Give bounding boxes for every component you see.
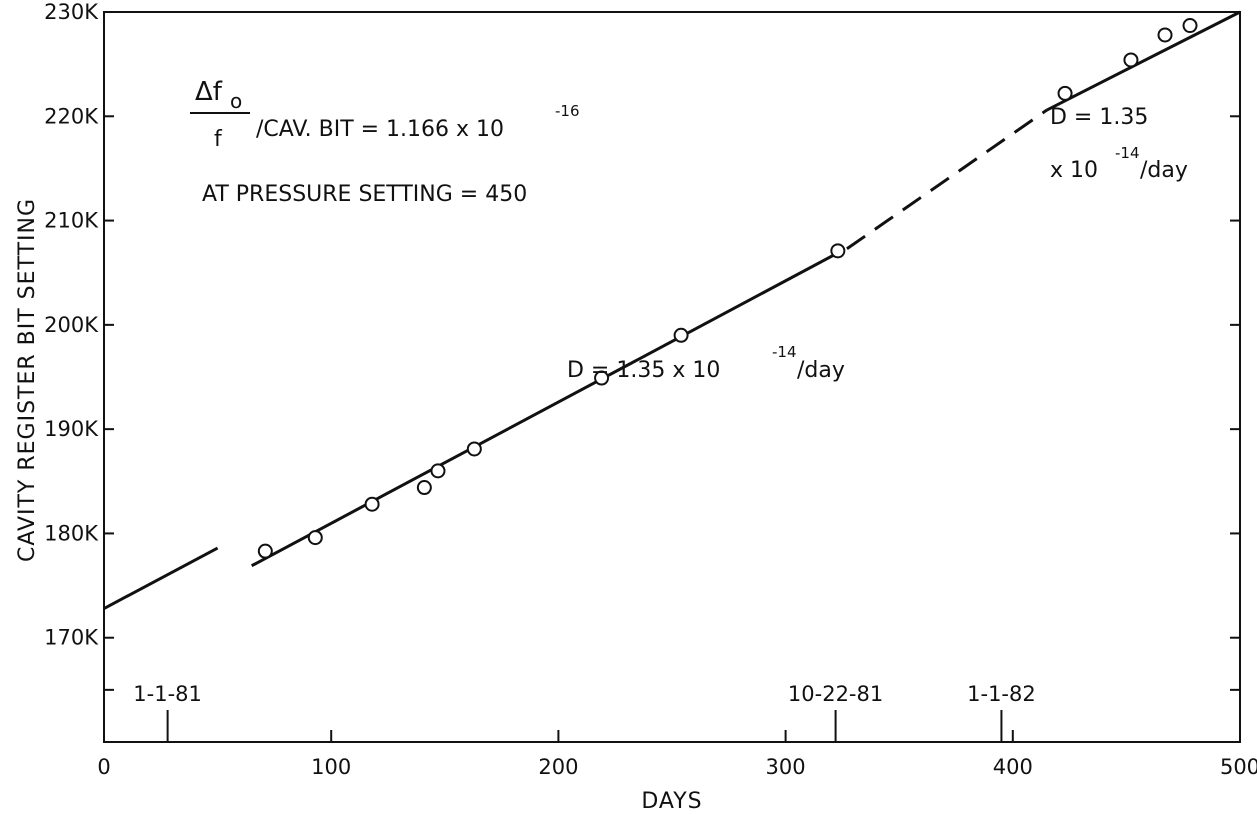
ticks-layer: 170K 180K 190K 200K 210K 220K 230K 0 100 200 300 40… xyxy=(44,0,1257,779)
formula-annotation: Δf o f /CAV. BIT = 1.166 x 10 -16 xyxy=(190,77,580,152)
axes-layer xyxy=(103,11,1241,743)
x-tick-label: 200 xyxy=(538,755,578,779)
plot-frame xyxy=(103,11,1241,743)
y-tick-label: 210K xyxy=(44,209,99,233)
data-point xyxy=(830,243,846,259)
x-tick-label: 400 xyxy=(993,755,1033,779)
date-marker-label: 1-1-82 xyxy=(967,682,1036,706)
drift-mid-unit: /day xyxy=(797,358,845,383)
y-tick-label: 190K xyxy=(44,417,99,441)
fit-line xyxy=(103,546,219,610)
x-tick-label: 300 xyxy=(766,755,806,779)
data-point xyxy=(1157,27,1173,43)
data-point xyxy=(364,496,380,512)
y-tick-label: 200K xyxy=(44,313,99,337)
x-tick-label: 0 xyxy=(97,755,110,779)
x-axis-title: DAYS xyxy=(641,789,702,814)
data-point xyxy=(257,543,273,559)
formula-denominator: f xyxy=(214,127,223,152)
date-marker-label: 1-1-81 xyxy=(133,682,202,706)
formula-text: /CAV. BIT = 1.166 x 10 xyxy=(256,117,504,142)
drift-right-exponent: -14 xyxy=(1115,144,1140,162)
formula-numerator: Δf xyxy=(195,77,223,107)
x-tick-label: 500 xyxy=(1220,755,1257,779)
fit-line-dashed xyxy=(846,108,1048,250)
formula-numerator-subscript: o xyxy=(230,89,242,113)
pressure-annotation: AT PRESSURE SETTING = 450 xyxy=(202,182,527,207)
x-tick-label: 100 xyxy=(311,755,351,779)
data-point xyxy=(1057,85,1073,101)
drift-mid-exponent: -14 xyxy=(772,343,797,361)
drift-right-unit: /day xyxy=(1140,158,1188,183)
data-point xyxy=(673,327,689,343)
fit-line xyxy=(250,251,839,568)
date-marker-label: 10-22-81 xyxy=(788,682,883,706)
y-tick-label: 170K xyxy=(44,626,99,650)
y-axis-title: CAVITY REGISTER BIT SETTING xyxy=(15,198,40,562)
drift-mid-text: D = 1.35 x 10 xyxy=(567,358,720,383)
formula-exponent: -16 xyxy=(555,102,580,120)
data-point xyxy=(416,480,432,496)
points-layer xyxy=(257,18,1198,559)
data-point xyxy=(1182,18,1198,34)
data-point xyxy=(1123,52,1139,68)
fit-lines-layer xyxy=(103,10,1241,610)
y-tick-label: 220K xyxy=(44,104,99,128)
drift-right-prefix: x 10 xyxy=(1050,158,1098,183)
date-markers-layer: 1-1-81 10-22-81 1-1-82 xyxy=(133,682,1036,742)
data-point xyxy=(430,463,446,479)
drift-right-line1: D = 1.35 xyxy=(1050,105,1148,130)
y-tick-label: 230K xyxy=(44,0,99,24)
fit-line xyxy=(1046,10,1241,112)
drift-annotation-mid: D = 1.35 x 10 -14 /day xyxy=(567,343,845,383)
y-tick-label: 180K xyxy=(44,521,99,545)
data-point xyxy=(466,441,482,457)
data-point xyxy=(307,530,323,546)
data-point xyxy=(594,370,610,386)
drift-annotation-right: D = 1.35 x 10 -14 /day xyxy=(1050,105,1188,183)
